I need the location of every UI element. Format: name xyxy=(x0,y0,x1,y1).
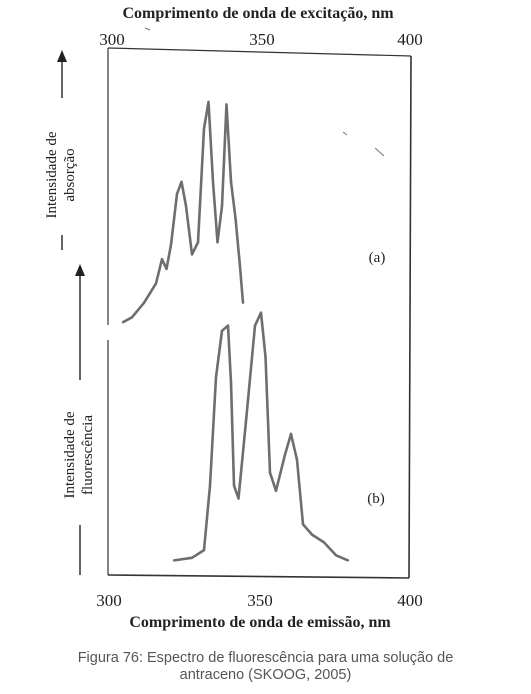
absorption-point xyxy=(202,127,206,130)
absorption-point xyxy=(121,321,125,324)
fluorescence-point xyxy=(244,419,248,423)
top-tick-label: 350 xyxy=(249,30,275,49)
absorption-point xyxy=(142,301,146,304)
fluorescence-point xyxy=(346,559,350,562)
fluorescence-point xyxy=(237,497,240,500)
absorption-point xyxy=(180,180,183,183)
fluorescence-point xyxy=(264,355,267,358)
absorption-point xyxy=(190,253,194,256)
fluorescence-point xyxy=(301,523,305,526)
fluorescence-point xyxy=(253,324,257,327)
fluorescence-point xyxy=(220,329,224,332)
fluorescence-point xyxy=(229,381,233,384)
bottom-tick-label: 300 xyxy=(96,591,122,610)
fluorescence-point xyxy=(289,432,293,436)
top-axis-label: Comprimento de onda de excitação, nm xyxy=(122,5,394,22)
fluorescence-label-line1: Intensidade de xyxy=(62,411,78,498)
fluorescence-point xyxy=(214,376,218,379)
absorption-point xyxy=(154,282,158,285)
fluorescence-points xyxy=(172,311,350,562)
panel-a-label: (a) xyxy=(369,250,386,266)
fluorescence-point xyxy=(283,453,287,456)
absorption-point xyxy=(196,241,200,244)
absorption-point xyxy=(175,192,179,196)
absorption-spectrum-line xyxy=(122,100,245,324)
bottom-axis-label: Comprimento de onda de emissão, nm xyxy=(129,614,391,631)
absorption-point xyxy=(241,301,245,304)
absorption-point xyxy=(130,316,134,319)
absorption-point xyxy=(211,180,215,183)
absorption-point xyxy=(220,204,224,208)
fluorescence-point xyxy=(232,484,236,487)
panel-b-label: (b) xyxy=(367,491,385,507)
fluorescence-point xyxy=(334,554,338,557)
bottom-tick-label: 350 xyxy=(247,591,273,610)
caption-line-1: Figura 76: Espectro de fluorescência par… xyxy=(77,650,454,666)
plot-frame xyxy=(107,47,412,579)
absorption-label-line2: absorção xyxy=(62,148,78,201)
absorption-points xyxy=(121,100,245,324)
left-labels: Intensidade de absorção Intensidade de f… xyxy=(44,50,96,575)
absorption-point xyxy=(229,180,233,183)
bottom-tick-label: 400 xyxy=(397,591,423,610)
fluorescence-point xyxy=(259,311,263,314)
fluorescence-point xyxy=(322,541,326,544)
absorption-point xyxy=(216,241,219,244)
fluorescence-point xyxy=(310,533,314,536)
fluorescence-point xyxy=(208,484,212,487)
fluorescence-point xyxy=(295,458,299,461)
absorption-point xyxy=(160,258,164,261)
absorption-point xyxy=(225,103,228,106)
figure-caption: Figura 76: Espectro de fluorescência par… xyxy=(0,650,531,684)
absorption-point xyxy=(169,243,173,246)
caption-line-2: antraceno (SKOOG, 2005) xyxy=(179,667,352,683)
arrow-up-icon xyxy=(75,264,85,276)
absorption-point xyxy=(165,267,168,271)
top-tick-label: 400 xyxy=(397,30,423,49)
fluorescence-point xyxy=(202,548,206,552)
absorption-point xyxy=(234,216,237,220)
absorption-label-line1: Intensidade de xyxy=(44,131,60,218)
fluorescence-label-line2: fluorescência xyxy=(80,415,96,495)
absorption-point xyxy=(184,204,188,208)
arrow-up-icon xyxy=(57,50,67,62)
fluorescence-spectrum-line xyxy=(173,311,349,562)
top-tick-label: 300 xyxy=(99,30,125,49)
absorption-point xyxy=(238,265,242,268)
fluorescence-point xyxy=(226,324,230,327)
scan-marks xyxy=(144,27,385,157)
fluorescence-point xyxy=(190,556,194,559)
absorption-point xyxy=(207,100,210,104)
fluorescence-point xyxy=(172,559,176,562)
fluorescence-point xyxy=(274,489,278,492)
fluorescence-point xyxy=(268,471,272,474)
